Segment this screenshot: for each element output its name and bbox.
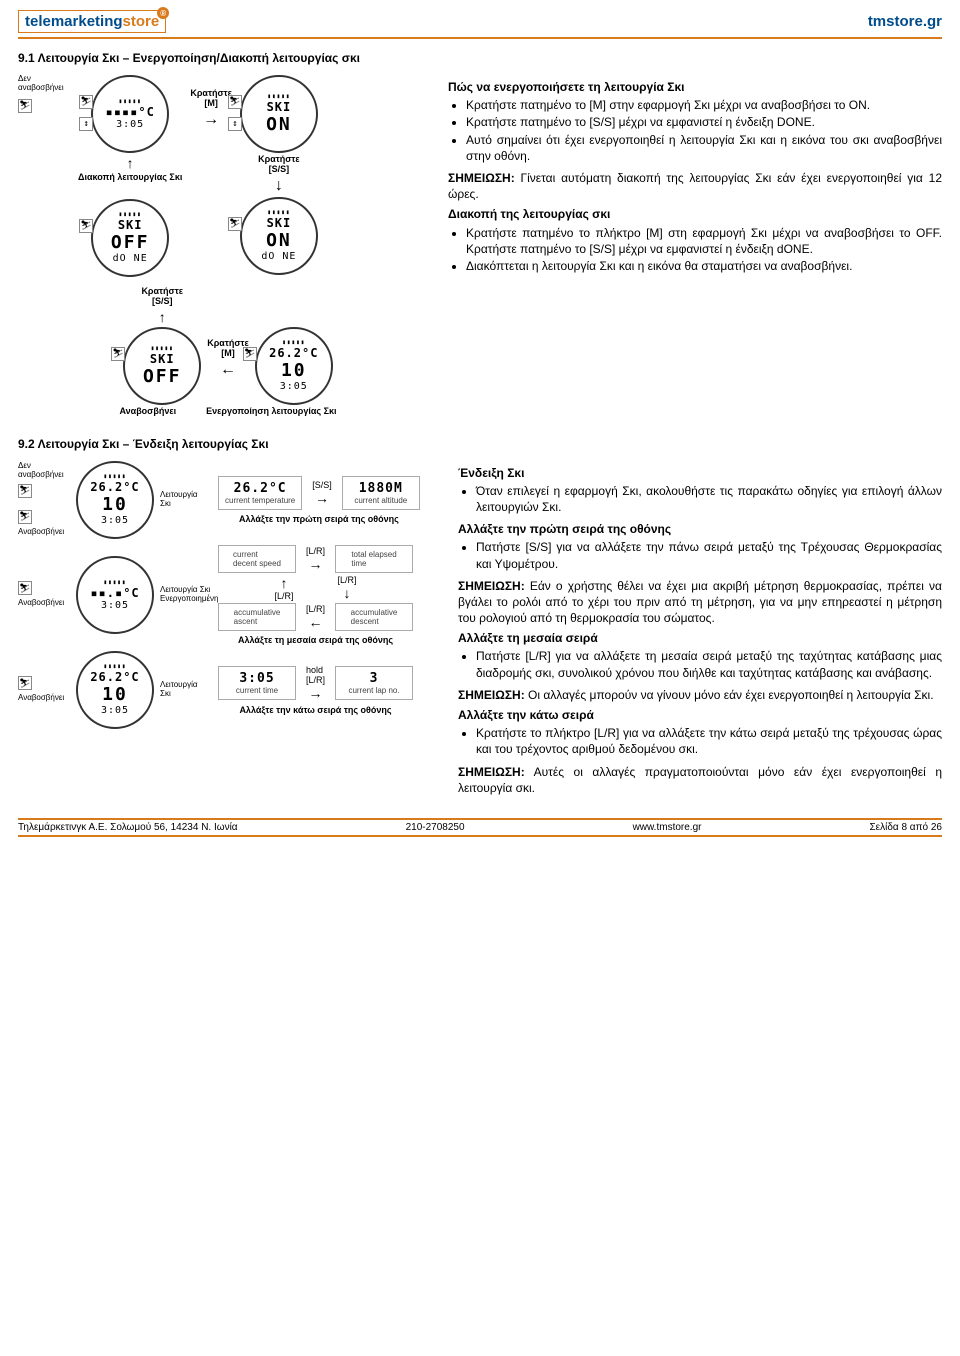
arrow-right-icon: → [309, 685, 323, 701]
watch-face-ski-done: ▮▮▮▮▮ SKI ON dO NE ⛷ [240, 197, 318, 275]
box-ad: accumulative descent [335, 603, 413, 631]
label-blink-92c: Αναβοσβήνει [18, 694, 70, 703]
label-no-blink-92: Δεν αναβοσβήνει [18, 462, 70, 480]
ski-icon: ⛷ [18, 510, 32, 524]
arrow-right-icon: → [315, 490, 329, 506]
box-alt: 1880M current altitude [342, 476, 420, 510]
side-icon: ⛷ [228, 95, 242, 109]
label-hold-ss: Κρατήστε [S/S] [258, 155, 300, 175]
label-no-blink: Δεν αναβοσβήνει [18, 75, 70, 93]
s91-body-title2: Διακοπή της λειτουργίας σκι [448, 206, 942, 222]
label-blink-92a: Αναβοσβήνει [18, 528, 70, 537]
arrow-up-icon: ↑ [280, 575, 287, 591]
cap-top: Αλλάξτε την πρώτη σειρά της οθόνης [239, 514, 399, 524]
side-icon: ↕ [79, 117, 93, 131]
s92-c1: Πατήστε [S/S] για να αλλάξετε την πάνω σ… [476, 539, 942, 571]
s92-h3: Αλλάξτε την κάτω σειρά [458, 707, 942, 723]
label-hold-ss-2: Κρατήστε [S/S] [141, 287, 183, 307]
section-92-title: 9.2 Λειτουργία Σκι – Ένδειξη λειτουργίας… [18, 437, 942, 451]
label-ski-on: Λειτουργία Σκι Ενεργοποιημένη [160, 586, 212, 604]
watch-face-off: ▮▮▮▮▮ SKI OFF dO NE ⛷ [91, 199, 169, 277]
ski-icon: ⛷ [18, 99, 32, 113]
s92-c3: Κρατήστε το πλήκτρο [L/R] για να αλλάξετ… [476, 725, 942, 757]
watch-face-off2: ▮▮▮▮▮ SKI OFF ⛷ [123, 327, 201, 405]
label-ski-fn: Λειτουργία Σκι [160, 491, 212, 509]
arrow-down-icon: ↓ [275, 177, 283, 195]
cap-bot: Αλλάξτε την κάτω σειρά της οθόνης [239, 705, 391, 715]
watch-face-92-2: ▮▮▮▮▮ ▪▪.▪°C 3:05 [76, 556, 154, 634]
section-91-title: 9.1 Λειτουργία Σκι – Ενεργοποίηση/Διακοπ… [18, 51, 942, 65]
side-icon: ⛷ [79, 219, 93, 233]
footer-site: www.tmstore.gr [633, 822, 702, 833]
watch-face-ski-on: ▮▮▮▮▮ SKI ON ⛷ ↕ [240, 75, 318, 153]
box-tet: total elapsed time [335, 545, 413, 573]
ski-icon: ⛷ [18, 484, 32, 498]
box-temp: 26.2°C current temperature [218, 476, 302, 510]
label-ski-fn-2: Λειτουργία Σκι [160, 681, 212, 699]
logo: telemarketingstore ® [18, 10, 166, 33]
arrow-down-icon: ↓ [344, 585, 351, 601]
s92-h2: Αλλάξτε τη μεσαία σειρά [458, 630, 942, 646]
arrow-left-icon: ← [309, 614, 323, 630]
s92-c2: Πατήστε [L/R] για να αλλάξετε τη μεσαία … [476, 648, 942, 680]
label-activate: Ενεργοποίηση λειτουργίας Σκι [206, 407, 336, 417]
s91-b2: Κρατήστε πατημένο το [S/S] μέχρι να εμφα… [466, 114, 942, 130]
arrow-right-icon: → [203, 111, 219, 129]
footer-page: Σελίδα 8 από 26 [869, 822, 941, 833]
watch-face-92-1: ▮▮▮▮▮ 26.2°C 10 3:05 [76, 461, 154, 539]
label-blink-92b: Αναβοσβήνει [18, 599, 70, 608]
s91-body-title: Πώς να ενεργοποιήσετε τη λειτουργία Σκι [448, 79, 942, 95]
label-stop: Διακοπή λειτουργίας Σκι [78, 173, 182, 183]
arrow-up-icon: ↑ [159, 309, 166, 325]
arrow-left-icon: ← [220, 361, 236, 379]
footer-phone: 210-2708250 [406, 822, 465, 833]
s92-b1: Όταν επιλεγεί η εφαρμογή Σκι, ακολουθήστ… [476, 483, 942, 515]
footer-address: Τηλεμάρκετινγκ Α.Ε. Σολωμού 56, 14234 Ν.… [18, 822, 238, 833]
arrow-up-icon: ↑ [127, 155, 134, 171]
watch-face-92-3: ▮▮▮▮▮ 26.2°C 10 3:05 [76, 651, 154, 729]
side-icon: ⛷ [243, 347, 257, 361]
s92-note3: ΣΗΜΕΙΩΣΗ: Αυτές οι αλλαγές πραγματοποιού… [458, 764, 942, 796]
logo-r-badge: ® [157, 7, 169, 19]
side-icon: ⛷ [228, 217, 242, 231]
header-divider [18, 37, 942, 39]
side-icon: ↕ [228, 117, 242, 131]
box-aa: accumulative ascent [218, 603, 296, 631]
ski-icon: ⛷ [18, 581, 32, 595]
label-hold-m: Κρατήστε [M] [190, 89, 232, 109]
side-icon: ⛷ [79, 95, 93, 109]
s91-c1: Κρατήστε πατημένο το πλήκτρο [M] στη εφα… [466, 225, 942, 257]
s92-note2: ΣΗΜΕΙΩΣΗ: Οι αλλαγές μπορούν να γίνουν μ… [458, 687, 942, 703]
side-icon: ⛷ [111, 347, 125, 361]
s91-note1: ΣΗΜΕΙΩΣΗ: Γίνεται αυτόματη διακοπή της λ… [448, 170, 942, 202]
watch-face-top: ▮▮▮▮▮ ▪▪▪▪°C 3:05 ⛷ ↕ [91, 75, 169, 153]
site-url: tmstore.gr [868, 13, 942, 30]
box-time: 3:05 current time [218, 666, 296, 700]
cap-mid: Αλλάξτε τη μεσαία σειρά της οθόνης [238, 635, 393, 645]
box-cds: current decent speed [218, 545, 296, 573]
s92-note1: ΣΗΜΕΙΩΣΗ: Εάν ο χρήστης θέλει να έχει μι… [458, 578, 942, 627]
logo-tele: telemarketing [25, 13, 123, 30]
watch-face-temp: ▮▮▮▮▮ 26.2°C 10 3:05 ⛷ [255, 327, 333, 405]
arrow-right-icon: → [309, 556, 323, 572]
s91-b3: Αυτό σημαίνει ότι έχει ενεργοποιηθεί η λ… [466, 132, 942, 164]
logo-store: store [123, 13, 160, 30]
s92-body-title: Ένδειξη Σκι [458, 465, 942, 481]
ski-icon: ⛷ [18, 676, 32, 690]
label-blink: Αναβοσβήνει [119, 407, 176, 417]
s91-b1: Κρατήστε πατημένο το [M] στην εφαρμογή Σ… [466, 97, 942, 113]
s91-c2: Διακόπτεται η λειτουργία Σκι και η εικόν… [466, 258, 942, 274]
box-lap: 3 current lap no. [335, 666, 413, 700]
s92-h1: Αλλάξτε την πρώτη σειρά της οθόνης [458, 521, 942, 537]
page-footer: Τηλεμάρκετινγκ Α.Ε. Σολωμού 56, 14234 Ν.… [18, 818, 942, 837]
